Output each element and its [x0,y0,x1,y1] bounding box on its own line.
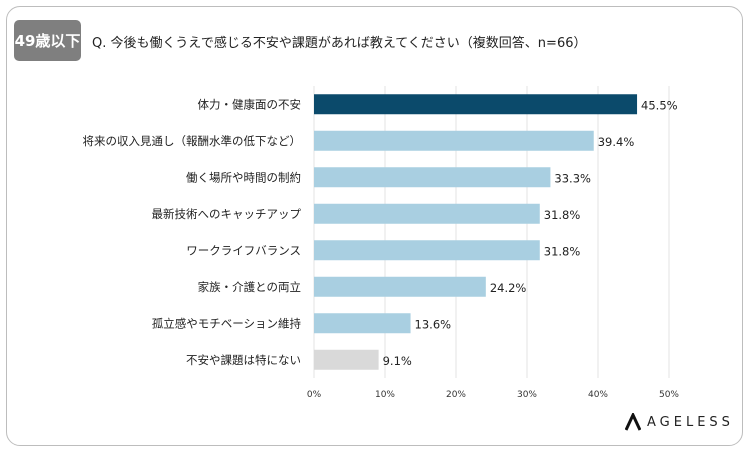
category-label: 孤立感やモチベーション維持 [152,316,302,330]
data-label: 31.8% [544,244,581,258]
bar [314,203,540,224]
category-label: 将来の収入見通し（報酬水準の低下など） [83,134,302,148]
x-tick-label: 10% [375,390,395,400]
logo-text: AGELESS [647,414,734,430]
x-tick-label: 20% [446,390,466,400]
bar [314,94,638,115]
bar [314,167,551,188]
category-label: 体力・健康面の不安 [198,97,302,111]
data-label: 33.3% [554,171,591,185]
x-tick-label: 50% [659,390,679,400]
x-tick-label: 40% [588,390,608,400]
x-tick-label: 0% [307,390,322,400]
bar [314,276,486,297]
question-title: Q. 今後も働くうえで感じる不安や課題があれば教えてください（複数回答、n=66… [92,36,587,51]
data-label: 45.5% [641,98,678,112]
category-label: 働く場所や時間の制約 [186,170,301,184]
bar [314,313,411,334]
bar [314,130,594,151]
x-tick-label: 30% [517,390,537,400]
age-badge: 49歳以下 [14,20,81,61]
category-label: 最新技術へのキャッチアップ [152,207,302,221]
category-label: ワークライフバランス [186,243,301,257]
data-label: 9.1% [383,354,412,368]
bar [314,349,379,370]
data-label: 31.8% [544,208,581,222]
category-label: 家族・介護との両立 [198,280,301,294]
data-label: 13.6% [415,317,452,331]
card [6,6,743,446]
data-label: 24.2% [490,281,527,295]
bar [314,240,540,261]
ageless-logo: AGELESS [625,413,734,431]
logo-icon [625,413,641,431]
category-label: 不安や課題は特にない [186,353,301,367]
data-label: 39.4% [598,135,635,149]
